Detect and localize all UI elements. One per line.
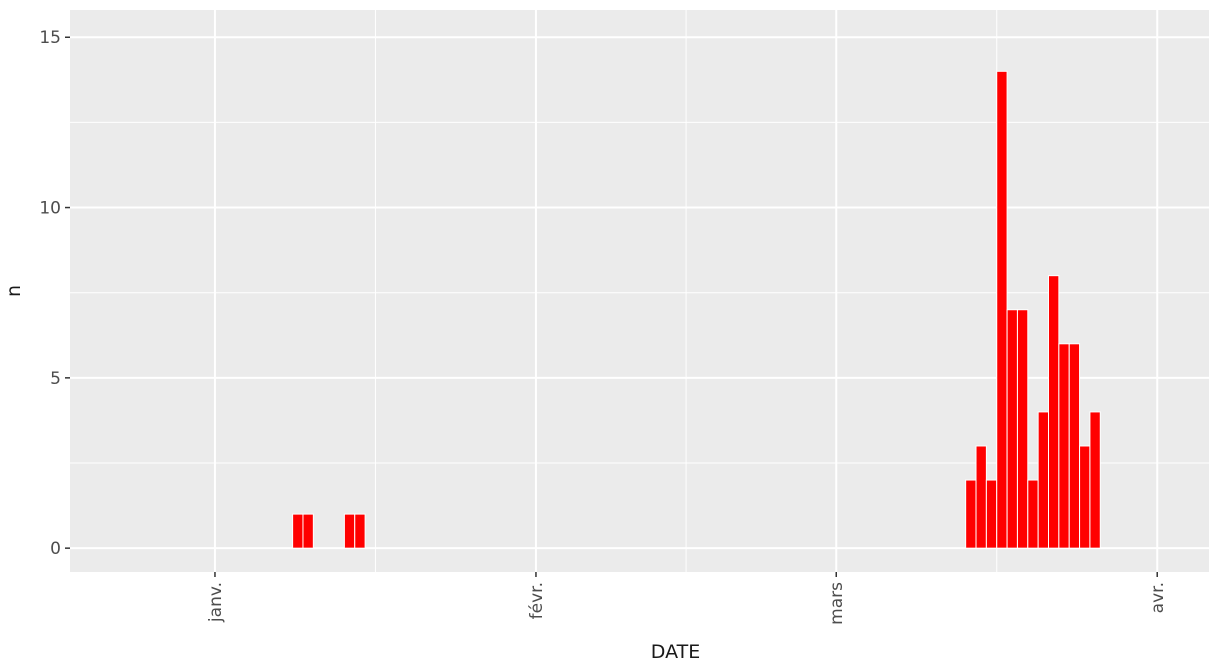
bar	[292, 513, 304, 549]
x-tick-label: févr.	[527, 582, 547, 619]
x-tick-label: janv.	[206, 582, 226, 623]
bar	[965, 479, 977, 549]
y-axis-title: n	[3, 285, 25, 297]
bar	[343, 513, 356, 549]
bar	[1068, 343, 1081, 549]
bar	[354, 513, 366, 549]
y-tick-label: 10	[39, 199, 61, 219]
bar	[1016, 309, 1029, 549]
bar	[1006, 309, 1018, 549]
x-axis-title: DATE	[651, 641, 700, 663]
bar	[996, 70, 1008, 549]
bar	[1058, 343, 1070, 549]
bar	[1048, 275, 1060, 549]
bar	[985, 479, 998, 549]
y-tick-label: 15	[39, 28, 61, 48]
y-tick-label: 0	[50, 539, 61, 559]
x-axis: janv. févr. mars avr.	[206, 572, 1168, 625]
y-axis: 0 5 10 15	[39, 28, 70, 559]
bar	[302, 513, 314, 549]
bar	[975, 445, 987, 549]
y-tick-label: 5	[50, 369, 61, 389]
bar	[1027, 479, 1039, 549]
bar	[1089, 411, 1101, 549]
x-tick-label: mars	[827, 582, 847, 625]
bars	[292, 70, 1101, 549]
bar	[1079, 445, 1091, 549]
bar	[1037, 411, 1050, 549]
x-tick-label: avr.	[1148, 582, 1168, 613]
